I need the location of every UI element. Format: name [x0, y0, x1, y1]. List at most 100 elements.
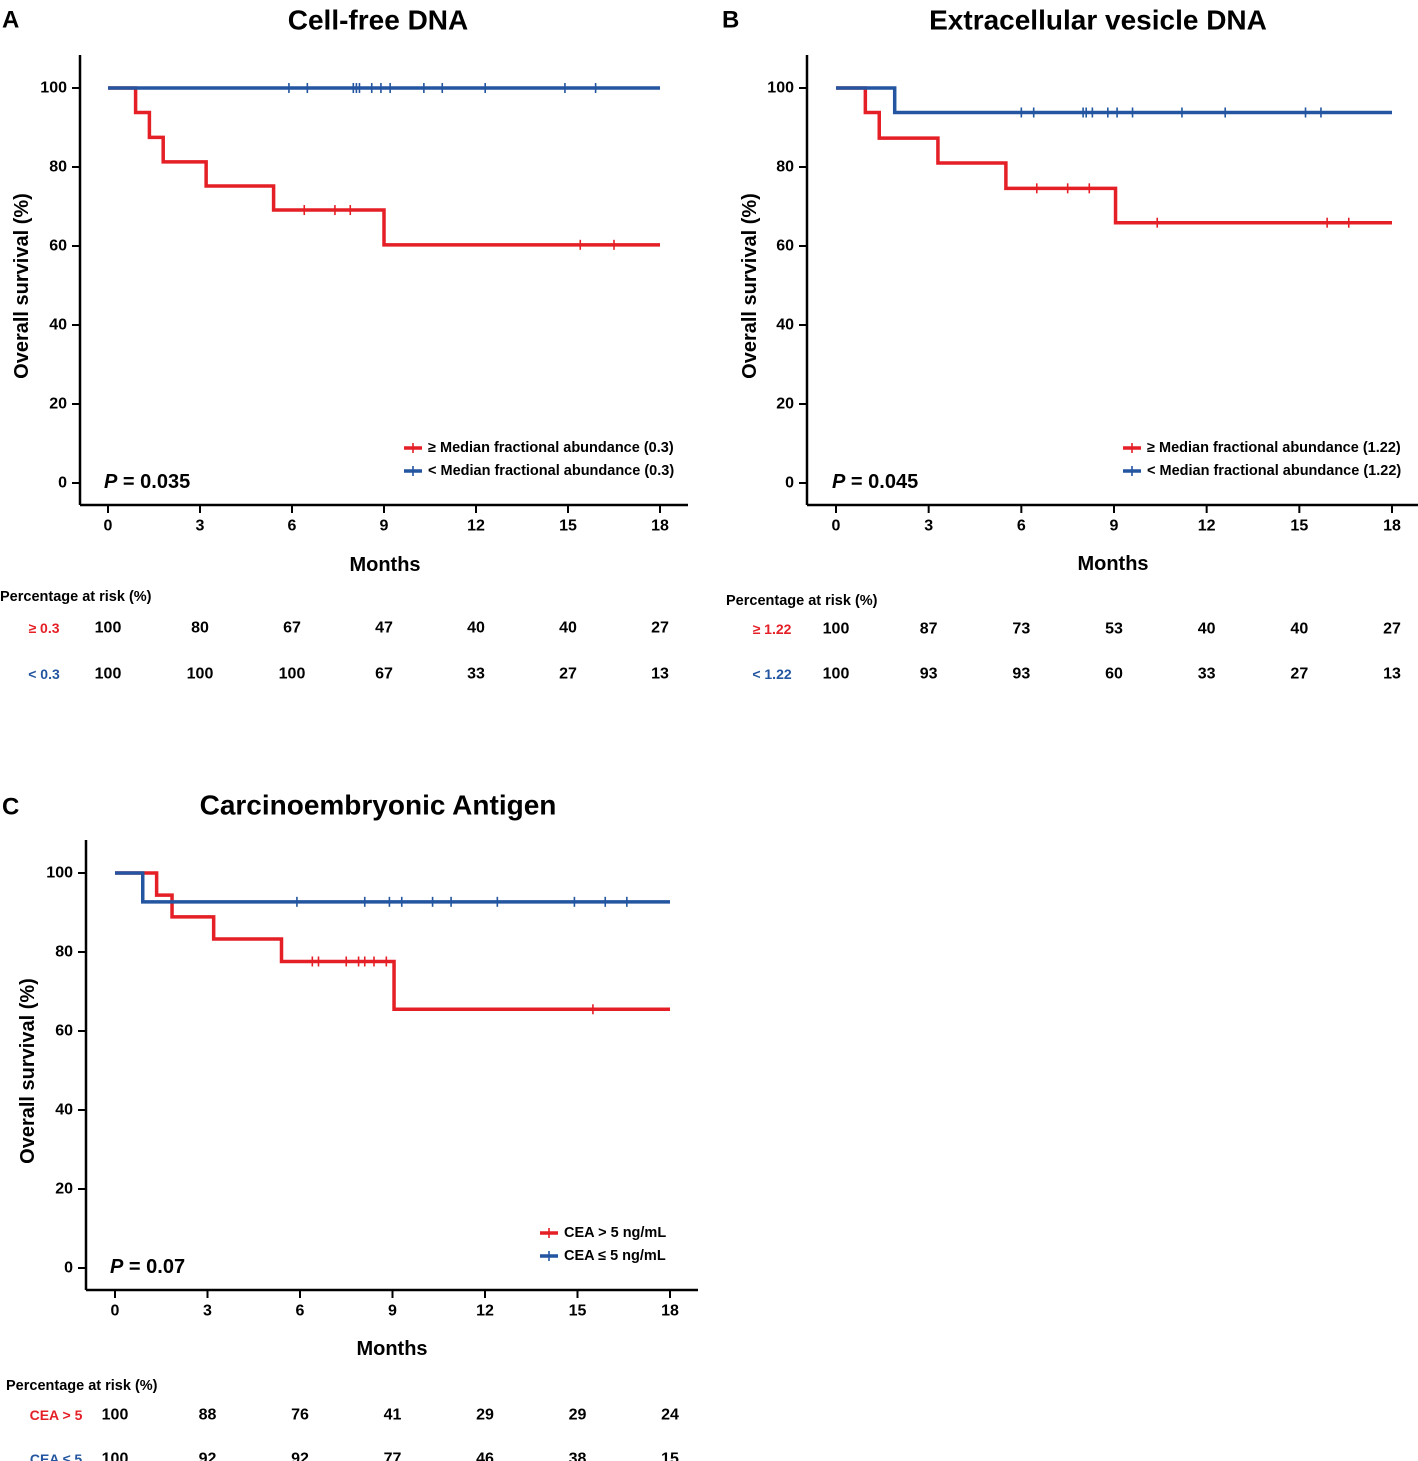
survival-curve-red — [115, 871, 670, 1012]
risk-value: 27 — [651, 620, 669, 637]
risk-value: 100 — [102, 1407, 129, 1424]
survival-curve-blue — [836, 86, 1392, 115]
risk-table-header: Percentage at risk (%) — [0, 589, 152, 605]
x-tick-label: 0 — [832, 518, 841, 535]
y-tick-label: 0 — [64, 1260, 73, 1277]
y-tick-label: 80 — [776, 159, 794, 176]
y-tick-label: 100 — [46, 865, 73, 882]
x-axis-label: Months — [356, 1338, 427, 1360]
legend-label-red: CEA > 5 ng/mL — [564, 1225, 666, 1241]
p-value-text: = 0.045 — [845, 471, 918, 493]
chart-title: Extracellular vesicle DNA — [929, 5, 1267, 36]
x-tick-label: 15 — [1290, 518, 1308, 535]
survival-curve-red — [836, 86, 1392, 225]
p-value: P = 0.035 — [104, 471, 190, 493]
x-tick-label: 6 — [288, 518, 297, 535]
p-value-text: = 0.035 — [117, 471, 190, 493]
risk-value: 27 — [559, 666, 577, 683]
y-tick-label: 40 — [55, 1102, 73, 1119]
risk-value: 100 — [823, 666, 850, 683]
x-tick-label: 18 — [1383, 518, 1401, 535]
risk-value: 29 — [476, 1407, 494, 1424]
p-value: P = 0.07 — [110, 1256, 185, 1278]
risk-value: 93 — [1012, 666, 1030, 683]
panel-c: C Carcinoembryonic Antigen 0 20 40 60 80 100 0 3 6… — [2, 790, 698, 1461]
p-value-text: = 0.07 — [123, 1256, 185, 1278]
y-axis-label: Overall survival (%) — [17, 978, 39, 1164]
risk-row-label-blue: < 0.3 — [28, 666, 60, 682]
risk-value: 46 — [476, 1451, 494, 1461]
risk-value: 100 — [95, 620, 122, 637]
risk-value: 29 — [569, 1407, 587, 1424]
x-axis-label: Months — [349, 554, 420, 576]
risk-value: 67 — [375, 666, 393, 683]
risk-value: 27 — [1383, 621, 1401, 638]
risk-value: 33 — [1198, 666, 1216, 683]
risk-value: 67 — [283, 620, 301, 637]
x-tick-label: 12 — [476, 1303, 494, 1320]
risk-value: 77 — [384, 1451, 402, 1461]
x-tick-label: 9 — [388, 1303, 397, 1320]
risk-value: 40 — [467, 620, 485, 637]
x-tick-label: 3 — [203, 1303, 212, 1320]
y-tick-label: 80 — [49, 159, 67, 176]
y-tick-label: 20 — [49, 396, 67, 413]
risk-value: 93 — [920, 666, 938, 683]
x-tick-label: 15 — [559, 518, 577, 535]
risk-table-header: Percentage at risk (%) — [6, 1378, 158, 1394]
risk-value: 88 — [199, 1407, 217, 1424]
y-tick-label: 0 — [785, 475, 794, 492]
y-tick-label: 0 — [58, 475, 67, 492]
risk-row-label-red: ≥ 1.22 — [753, 621, 792, 637]
y-tick-label: 60 — [49, 238, 67, 255]
y-axis-label: Overall survival (%) — [11, 193, 33, 379]
x-tick-label: 6 — [1017, 518, 1026, 535]
risk-value: 87 — [920, 621, 938, 638]
x-tick-label: 6 — [296, 1303, 305, 1320]
panel-label: B — [722, 7, 739, 34]
survival-curve-blue — [115, 871, 670, 904]
risk-value: 40 — [1290, 621, 1308, 638]
x-tick-label: 0 — [104, 518, 113, 535]
y-axis-label: Overall survival (%) — [739, 193, 761, 379]
panel-a: A Cell-free DNA 0 20 40 60 80 100 0 3 6 9 12 15 18 Mont… — [0, 5, 688, 683]
legend-label-red: ≥ Median fractional abundance (1.22) — [1147, 440, 1401, 456]
risk-value: 92 — [199, 1451, 217, 1461]
x-tick-label: 3 — [924, 518, 933, 535]
risk-value: 100 — [187, 666, 214, 683]
risk-value: 100 — [102, 1451, 129, 1461]
y-tick-label: 20 — [776, 396, 794, 413]
panel-label: A — [2, 7, 19, 34]
survival-curve-red — [108, 86, 660, 247]
risk-value: 100 — [95, 666, 122, 683]
risk-value: 33 — [467, 666, 485, 683]
x-tick-label: 18 — [651, 518, 669, 535]
y-tick-label: 60 — [776, 238, 794, 255]
panel-b: B Extracellular vesicle DNA 0 20 40 60 80 100 0 3… — [722, 5, 1418, 683]
risk-value: 40 — [1198, 621, 1216, 638]
y-tick-label: 100 — [40, 80, 67, 97]
risk-row-label-blue: < 1.22 — [752, 666, 792, 682]
legend-label-blue: < Median fractional abundance (1.22) — [1147, 463, 1401, 479]
x-tick-label: 12 — [467, 518, 485, 535]
y-tick-label: 60 — [55, 1023, 73, 1040]
p-value-symbol: P — [832, 471, 846, 493]
chart-title: Cell-free DNA — [288, 5, 468, 36]
risk-value: 100 — [823, 621, 850, 638]
risk-value: 60 — [1105, 666, 1123, 683]
p-value-symbol: P — [104, 471, 118, 493]
p-value: P = 0.045 — [832, 471, 918, 493]
risk-row-label-red: CEA > 5 — [30, 1407, 83, 1423]
legend-label-blue: < Median fractional abundance (0.3) — [428, 463, 674, 479]
risk-value: 13 — [1383, 666, 1401, 683]
y-tick-label: 80 — [55, 944, 73, 961]
x-tick-label: 0 — [111, 1303, 120, 1320]
y-tick-label: 20 — [55, 1181, 73, 1198]
risk-row-label-red: ≥ 0.3 — [28, 620, 59, 636]
risk-value: 76 — [291, 1407, 309, 1424]
risk-value: 53 — [1105, 621, 1123, 638]
risk-value: 38 — [569, 1451, 587, 1461]
risk-row-label-blue: CEA ≤ 5 — [30, 1451, 83, 1461]
legend-label-red: ≥ Median fractional abundance (0.3) — [428, 440, 674, 456]
